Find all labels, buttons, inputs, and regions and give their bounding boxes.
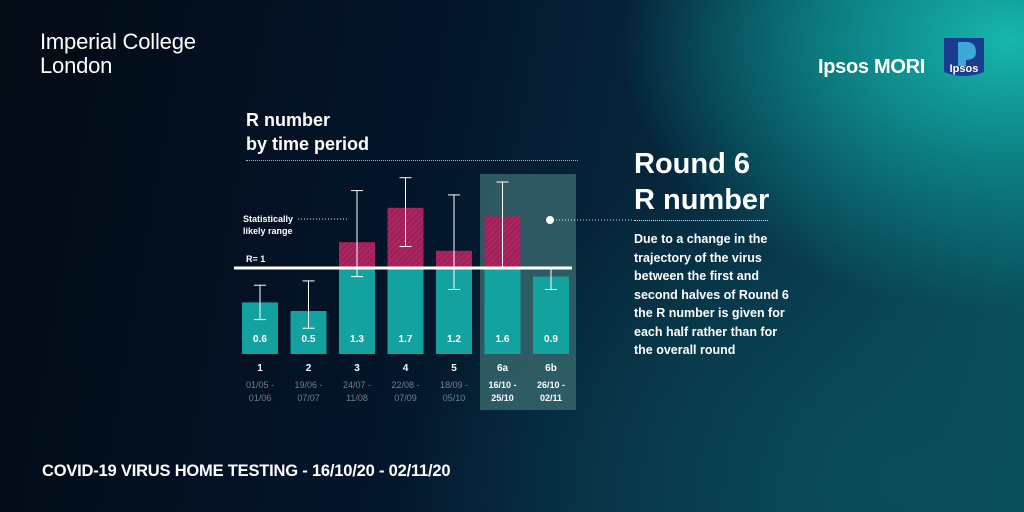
bars-layer: [242, 207, 569, 354]
heading-divider: [634, 220, 768, 221]
value-label-3: 1.3: [350, 334, 364, 345]
date-range-start-1: 01/05 -: [246, 380, 274, 390]
bar-4: [387, 268, 424, 354]
category-label-1: 1: [257, 363, 263, 374]
category-label-3: 3: [354, 363, 360, 374]
r-equals-one-label: R= 1: [246, 254, 265, 264]
date-range-end-2: 07/07: [297, 393, 320, 403]
heading-line-2: R number: [634, 184, 770, 216]
bar-3: [339, 268, 375, 354]
date-range-end-1: 01/06: [249, 393, 272, 403]
date-range-start-5: 18/09 -: [440, 380, 468, 390]
chart-title: R number by time period: [246, 108, 369, 156]
category-label-6a: 6a: [497, 363, 509, 374]
heading-line-1: Round 6: [634, 148, 750, 180]
logo-line-1: Imperial College: [40, 29, 196, 54]
round-6-heading: Round 6 R number: [634, 146, 769, 218]
category-label-4: 4: [403, 363, 409, 374]
date-range-end-6b: 02/11: [540, 393, 562, 403]
date-range-start-6a: 16/10 -: [488, 380, 516, 390]
date-range-start-3: 24/07 -: [343, 380, 371, 390]
value-label-6b: 0.9: [544, 334, 558, 345]
date-range-end-6a: 25/10: [491, 393, 514, 403]
date-range-start-4: 22/08 -: [391, 380, 419, 390]
value-label-4: 1.7: [399, 334, 413, 345]
panel-leader-dot: [546, 216, 554, 224]
labels-layer: 0.6 1 01/05 - 01/06 0.5 2 19/06 - 07/07 1.3 3 24/0…: [246, 334, 565, 403]
chart-title-line-1: R number: [246, 110, 331, 130]
date-range-start-6b: 26/10 -: [537, 380, 565, 390]
date-range-end-5: 05/10: [443, 393, 466, 403]
logo-line-2: London: [40, 53, 113, 78]
date-range-end-4: 07/09: [394, 393, 417, 403]
date-range-start-2: 19/06 -: [294, 380, 322, 390]
value-label-6a: 1.6: [496, 334, 510, 345]
category-label-2: 2: [306, 363, 312, 374]
bar-6a: [484, 268, 521, 354]
ipsos-badge-icon: Ipsos: [944, 38, 984, 76]
ipsos-badge-text: Ipsos: [950, 63, 979, 75]
date-range-end-3: 11/08: [346, 393, 368, 403]
error-bars-layer: [254, 177, 557, 329]
value-label-1: 0.6: [253, 334, 267, 345]
footer-caption: COVID-19 VIRUS HOME TESTING - 16/10/20 -…: [42, 462, 451, 480]
annotation-line-2: likely range: [243, 226, 293, 236]
category-label-5: 5: [451, 363, 457, 374]
imperial-college-logo: Imperial College London: [40, 30, 196, 78]
annotation-line-1: Statistically: [243, 214, 293, 224]
ipsos-mori-logo-text: Ipsos MORI: [818, 56, 926, 78]
chart-title-line-2: by time period: [246, 134, 370, 154]
title-divider: [246, 160, 578, 161]
value-label-5: 1.2: [447, 334, 461, 345]
category-label-6b: 6b: [545, 363, 557, 374]
round-6-description: Due to a change in the trajectory of the…: [634, 232, 789, 357]
value-label-2: 0.5: [302, 334, 316, 345]
